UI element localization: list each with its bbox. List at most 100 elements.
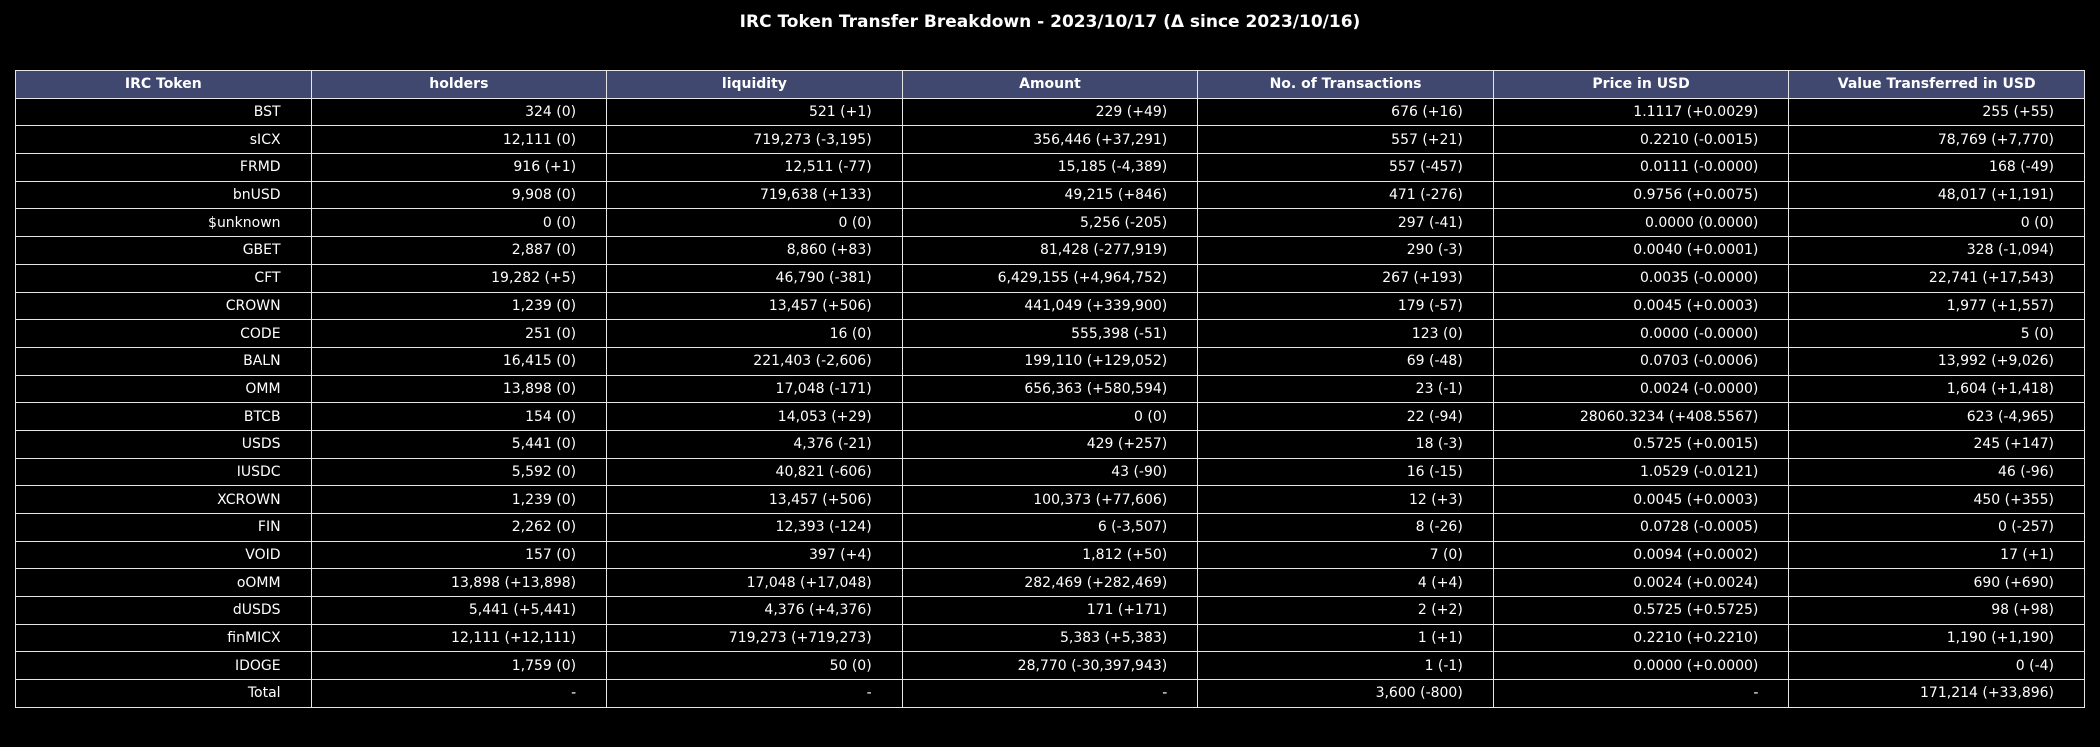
table-cell: 2 (+2) [1197,596,1494,625]
table-cell: 5,441 (0) [310,429,608,459]
total-row: Total - - -3,600 (-800) -171,214 (+33,896) [15,679,2085,708]
table-cell: - [1492,679,1790,708]
table-cell: 0 (0) [310,208,608,238]
table-cell: 1 (+1) [1197,623,1494,653]
table-cell: 1,190 (+1,190) [1788,623,2085,653]
token-name-cell: OMM [15,374,312,404]
table-cell: 0.0045 (+0.0003) [1492,485,1790,514]
table-cell: 171,214 (+33,896) [1788,679,2085,708]
table-cell: 171 (+171) [901,596,1199,625]
table-cell: 0.5725 (+0.5725) [1492,596,1790,625]
table-row: BTCB 154 (0) 14,053 (+29) 0 (0) 22 (-94) 2806… [15,402,2085,431]
table-cell: 12,393 (-124) [606,513,903,542]
token-name-cell: BTCB [15,402,312,431]
token-name-cell: BST [15,97,312,127]
table-cell: 5,441 (+5,441) [310,596,608,625]
table-cell: 557 (+21) [1197,125,1494,155]
table-cell: 1,812 (+50) [901,540,1199,570]
table-row: oOMM 13,898 (+13,898) 17,048 (+17,048) 282,… [15,568,2085,598]
table-row: BST 324 (0) 521 (+1) 229 (+49) 676 (+16) 1.11… [15,97,2085,127]
token-name-cell: VOID [15,540,312,570]
table-cell: 40,821 (-606) [606,457,903,487]
table-cell: 0.0111 (-0.0000) [1492,153,1790,182]
table-row: sICX 12,111 (0) 719,273 (-3,195) 356,446 (+… [15,125,2085,155]
column-header: Amount [901,70,1199,99]
token-name-cell: IDOGE [15,651,312,681]
table-cell: - [901,679,1199,708]
table-cell: 356,446 (+37,291) [901,125,1199,155]
table-cell: 555,398 (-51) [901,319,1199,348]
table-cell: 12,111 (0) [310,125,608,155]
column-header: holders [310,70,608,99]
table-cell: 4,376 (+4,376) [606,596,903,625]
table-cell: 4,376 (-21) [606,429,903,459]
table-cell: 18 (-3) [1197,429,1494,459]
table-cell: 0.0000 (-0.0000) [1492,319,1790,348]
table-cell: 255 (+55) [1788,97,2085,127]
table-cell: 23 (-1) [1197,374,1494,404]
table-cell: 16 (0) [606,319,903,348]
token-name-cell: Total [15,679,312,708]
table-cell: 78,769 (+7,770) [1788,125,2085,155]
table-cell: 328 (-1,094) [1788,236,2085,265]
table-cell: 282,469 (+282,469) [901,568,1199,598]
table-cell: 19,282 (+5) [310,263,608,293]
token-name-cell: CFT [15,263,312,293]
token-name-cell: FIN [15,513,312,542]
table-cell: 0 (-4) [1788,651,2085,681]
table-row: dUSDS 5,441 (+5,441) 4,376 (+4,376) 171 (+1… [15,596,2085,625]
table-cell: 229 (+49) [901,97,1199,127]
table-cell: 1,239 (0) [310,291,608,321]
table-cell: 199,110 (+129,052) [901,346,1199,376]
table-cell: 12 (+3) [1197,485,1494,514]
table-cell: 0 (0) [1788,208,2085,238]
table-row: IDOGE 1,759 (0) 50 (0) 28,770 (-30,397,943)… [15,651,2085,681]
table-cell: 22,741 (+17,543) [1788,263,2085,293]
table-row: CFT 19,282 (+5) 46,790 (-381) 6,429,155 (+4… [15,263,2085,293]
column-header: Price in USD [1492,70,1790,99]
table-cell: 13,457 (+506) [606,291,903,321]
table-cell: 719,638 (+133) [606,180,903,210]
table-cell: 0.0000 (+0.0000) [1492,651,1790,681]
table-cell: 0.0094 (+0.0002) [1492,540,1790,570]
table-cell: 719,273 (+719,273) [606,623,903,653]
table-row: IUSDC 5,592 (0) 40,821 (-606) 43 (-90) 16 (-… [15,457,2085,487]
table-cell: 98 (+98) [1788,596,2085,625]
table-cell: 16 (-15) [1197,457,1494,487]
table-cell: 168 (-49) [1788,153,2085,182]
table-cell: 8,860 (+83) [606,236,903,265]
table-cell: 267 (+193) [1197,263,1494,293]
token-name-cell: finMICX [15,623,312,653]
table-cell: 9,908 (0) [310,180,608,210]
table-cell: 324 (0) [310,97,608,127]
table-cell: 471 (-276) [1197,180,1494,210]
token-name-cell: $unknown [15,208,312,238]
table-cell: 557 (-457) [1197,153,1494,182]
table-row: bnUSD 9,908 (0) 719,638 (+133) 49,215 (+846… [15,180,2085,210]
table-cell: 22 (-94) [1197,402,1494,431]
table-cell: 48,017 (+1,191) [1788,180,2085,210]
table-cell: 2,262 (0) [310,513,608,542]
table-cell: 3,600 (-800) [1197,679,1494,708]
table-cell: 46,790 (-381) [606,263,903,293]
table-cell: 397 (+4) [606,540,903,570]
table-cell: 50 (0) [606,651,903,681]
table-cell: 4 (+4) [1197,568,1494,598]
table-row: CODE 251 (0) 16 (0) 555,398 (-51) 123 (0) 0.0… [15,319,2085,348]
token-name-cell: oOMM [15,568,312,598]
table-cell: 1,239 (0) [310,485,608,514]
table-cell: 5 (0) [1788,319,2085,348]
table-cell: 0.2210 (-0.0015) [1492,125,1790,155]
table-row: $unknown 0 (0) 0 (0) 5,256 (-205) 297 (-41) 0… [15,208,2085,238]
table-cell: 0.0040 (+0.0001) [1492,236,1790,265]
table-cell: 17,048 (-171) [606,374,903,404]
table-cell: 221,403 (-2,606) [606,346,903,376]
table-row: VOID 157 (0) 397 (+4) 1,812 (+50) 7 (0) 0.009… [15,540,2085,570]
table-cell: 28060.3234 (+408.5567) [1492,402,1790,431]
table-cell: 1,977 (+1,557) [1788,291,2085,321]
table-cell: 1.1117 (+0.0029) [1492,97,1790,127]
table-cell: 251 (0) [310,319,608,348]
table-cell: 0.0024 (-0.0000) [1492,374,1790,404]
table-cell: 450 (+355) [1788,485,2085,514]
table-cell: 656,363 (+580,594) [901,374,1199,404]
